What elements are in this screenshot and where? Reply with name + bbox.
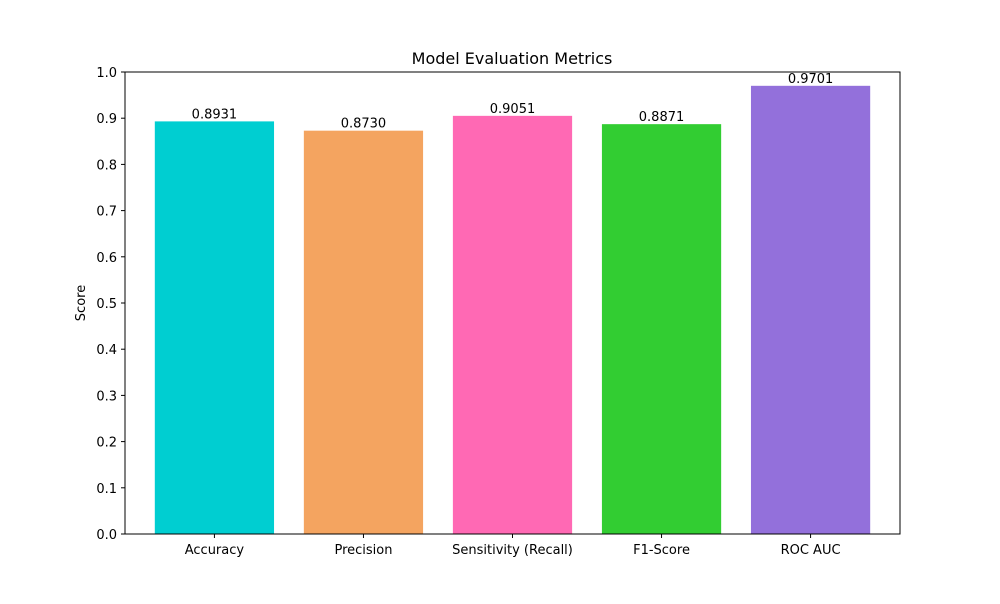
bar-value-label: 0.9701 <box>788 72 834 87</box>
plot-frame <box>124 71 901 535</box>
chart-title: Model Evaluation Metrics <box>412 49 613 68</box>
x-tick-label: Precision <box>334 543 392 558</box>
bar-value-label: 0.8931 <box>192 107 238 122</box>
bar <box>750 85 871 535</box>
y-tick-label: 0.2 <box>96 436 117 451</box>
bar <box>303 130 424 534</box>
y-tick-label: 0.1 <box>96 482 117 497</box>
bar <box>601 124 722 535</box>
y-tick-label: 0.0 <box>96 528 117 543</box>
y-tick-label: 0.7 <box>96 205 117 220</box>
y-tick-label: 0.6 <box>96 251 117 266</box>
bars-layer <box>154 85 871 535</box>
x-tick-label: Accuracy <box>185 543 245 558</box>
y-tick-label: 1.0 <box>96 66 117 81</box>
y-axis-title: Score <box>74 285 89 321</box>
bar-value-label: 0.8871 <box>639 110 685 125</box>
bar-value-label: 0.8730 <box>341 117 387 132</box>
y-tick-label: 0.9 <box>96 112 117 127</box>
y-tick-label: 0.3 <box>96 389 117 404</box>
x-tick-label: Sensitivity (Recall) <box>452 543 573 558</box>
y-tick-label: 0.4 <box>96 343 117 358</box>
value-labels-layer: 0.8931 0.8730 0.9051 0.8871 0.9701 <box>192 72 834 132</box>
x-axis: Accuracy Precision Sensitivity (Recall) F1-… <box>185 534 841 558</box>
y-axis: 0.0 0.1 0.2 0.3 0.4 0.5 0.6 0.7 0.8 0.9 1.0 <box>96 66 125 543</box>
y-tick-label: 0.5 <box>96 297 117 312</box>
x-tick-label: F1-Score <box>633 543 690 558</box>
bar-value-label: 0.9051 <box>490 102 536 117</box>
bar <box>452 115 573 534</box>
x-tick-label: ROC AUC <box>781 543 841 558</box>
y-tick-label: 0.8 <box>96 158 117 173</box>
bar <box>154 121 275 534</box>
